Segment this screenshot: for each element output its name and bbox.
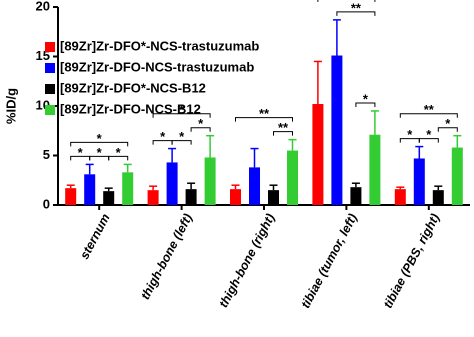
x-tick-label: thigh-bone (left) bbox=[138, 211, 195, 302]
bar bbox=[249, 167, 260, 205]
bar bbox=[65, 188, 77, 205]
significance-label: * bbox=[160, 129, 166, 144]
x-tick-label: tibiae (tumor, left) bbox=[298, 211, 360, 310]
legend-label: [89Zr]Zr-DFO*-NCS-trastuzumab bbox=[60, 38, 259, 53]
significance-bracket bbox=[273, 131, 293, 136]
bar bbox=[230, 189, 241, 205]
bar bbox=[287, 150, 298, 205]
x-tick-label: tibiae (PBS, right) bbox=[381, 211, 443, 310]
legend-label: [89Zr]Zr-DFO-NCS-B12 bbox=[60, 101, 201, 116]
significance-label: ** bbox=[259, 106, 270, 121]
y-axis-label: %ID/g bbox=[3, 88, 18, 124]
bar bbox=[204, 157, 216, 205]
significance-label: * bbox=[78, 145, 84, 160]
significance-label: * bbox=[363, 91, 369, 106]
significance-bracket bbox=[437, 127, 458, 132]
significance-label: * bbox=[198, 116, 204, 131]
bar bbox=[185, 189, 197, 205]
significance-bracket bbox=[235, 117, 293, 122]
significance-label: ** bbox=[278, 120, 289, 135]
legend-label: [89Zr]Zr-DFO-NCS-trastuzumab bbox=[60, 59, 254, 74]
significance-bracket bbox=[418, 138, 439, 143]
significance-label: * bbox=[97, 131, 103, 146]
significance-bracket bbox=[399, 113, 458, 118]
y-tick-label: 5 bbox=[43, 147, 50, 162]
bar bbox=[122, 172, 134, 205]
y-tick-label: 0 bbox=[43, 196, 50, 211]
significance-bracket bbox=[152, 113, 211, 118]
significance-label: * bbox=[344, 0, 350, 1]
bar bbox=[84, 174, 96, 205]
significance-label: * bbox=[426, 127, 432, 142]
significance-bracket bbox=[171, 140, 192, 145]
significance-label: * bbox=[116, 145, 122, 160]
bar bbox=[166, 162, 178, 205]
significance-label: * bbox=[179, 102, 185, 117]
bar bbox=[268, 190, 279, 205]
bar bbox=[103, 191, 115, 205]
significance-bracket bbox=[336, 11, 376, 16]
legend-swatch bbox=[45, 42, 55, 52]
bar bbox=[331, 55, 343, 206]
y-tick-label: 20 bbox=[36, 0, 50, 13]
legend-swatch bbox=[45, 84, 55, 94]
bar bbox=[369, 134, 381, 205]
significance-bracket bbox=[355, 102, 376, 107]
legend-label: [89Zr]Zr-DFO*-NCS-B12 bbox=[60, 80, 206, 95]
x-tick-label: thigh-bone (right) bbox=[216, 211, 277, 310]
significance-label: ** bbox=[424, 102, 435, 117]
legend-swatch bbox=[45, 105, 55, 115]
significance-bracket bbox=[190, 127, 211, 132]
bar bbox=[451, 147, 463, 205]
significance-bracket bbox=[108, 155, 129, 161]
significance-label: * bbox=[97, 145, 103, 160]
x-tick-label: sternum bbox=[77, 211, 113, 261]
bar bbox=[147, 190, 159, 205]
legend-swatch bbox=[45, 63, 55, 73]
significance-label: * bbox=[445, 116, 451, 131]
significance-label: ** bbox=[351, 0, 362, 15]
bar bbox=[432, 190, 444, 205]
significance-label: * bbox=[407, 127, 413, 142]
bar bbox=[350, 187, 362, 205]
significance-bracket bbox=[70, 141, 129, 147]
bar bbox=[312, 104, 324, 205]
bar bbox=[413, 158, 425, 205]
bar bbox=[394, 189, 406, 205]
significance-label: * bbox=[179, 129, 185, 144]
